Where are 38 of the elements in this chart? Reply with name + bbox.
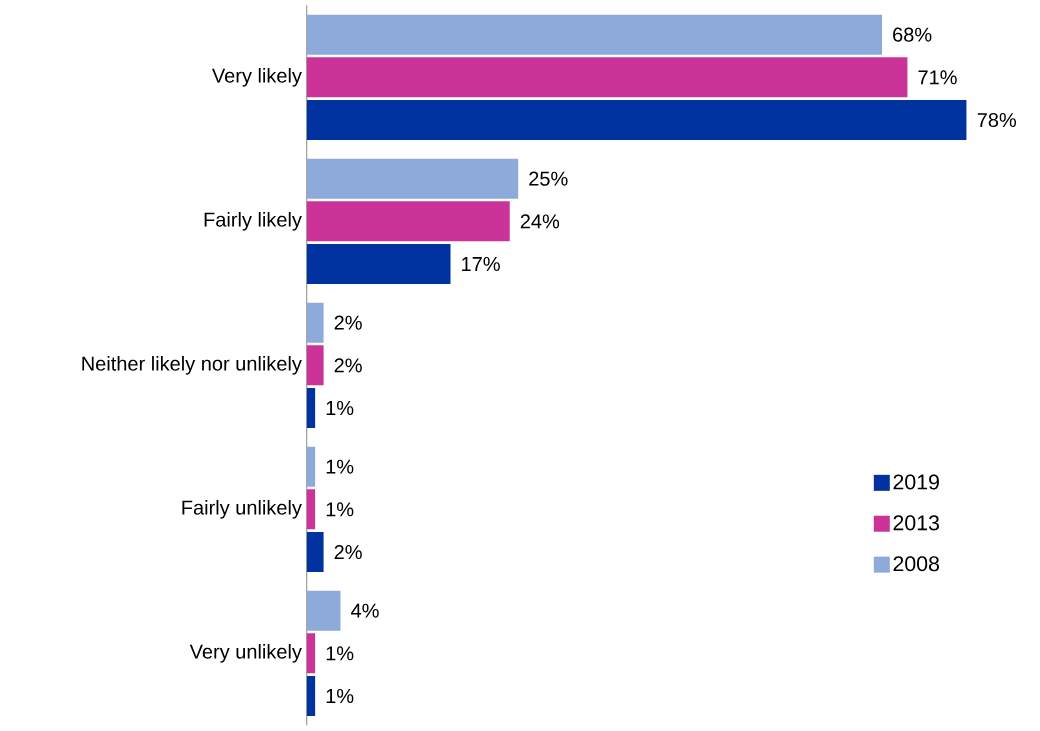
y-tick-label: Fairly unlikely [182, 500, 302, 519]
data-label: 1% [326, 689, 354, 704]
legend-label: 2019 [893, 474, 939, 490]
bar [306, 14, 883, 55]
legend-label: 2013 [893, 515, 939, 531]
y-tick-label: Neither likely nor unlikely [82, 356, 302, 375]
data-label: 1% [326, 459, 354, 474]
data-label: 4% [351, 603, 379, 618]
bar [306, 244, 451, 285]
data-label: 1% [326, 401, 354, 416]
bar [306, 532, 324, 573]
bar [306, 446, 316, 487]
bar [306, 345, 324, 386]
y-tick-label: Fairly likely [204, 212, 302, 231]
data-label: 68% [893, 27, 932, 42]
bar [306, 302, 324, 343]
bar [306, 489, 316, 530]
bar [306, 633, 316, 674]
data-label: 24% [520, 214, 560, 229]
data-label: 1% [326, 646, 354, 661]
data-label: 78% [977, 113, 1017, 128]
bar [306, 201, 510, 242]
bar [306, 590, 341, 631]
data-label: 25% [529, 171, 568, 186]
data-label: 2% [334, 358, 362, 373]
bar [306, 57, 908, 98]
data-label: 17% [462, 257, 500, 272]
data-label: 1% [326, 502, 354, 517]
bar [306, 100, 967, 141]
y-tick-label: Very unlikely [189, 644, 302, 663]
y-tick-label: Very likely [212, 68, 302, 87]
data-label: 71% [918, 70, 957, 85]
bar [306, 158, 519, 199]
bar [306, 676, 316, 717]
bar [306, 388, 316, 429]
data-label: 2% [334, 315, 362, 330]
data-label: 2% [334, 545, 362, 560]
legend-label: 2008 [893, 556, 939, 572]
